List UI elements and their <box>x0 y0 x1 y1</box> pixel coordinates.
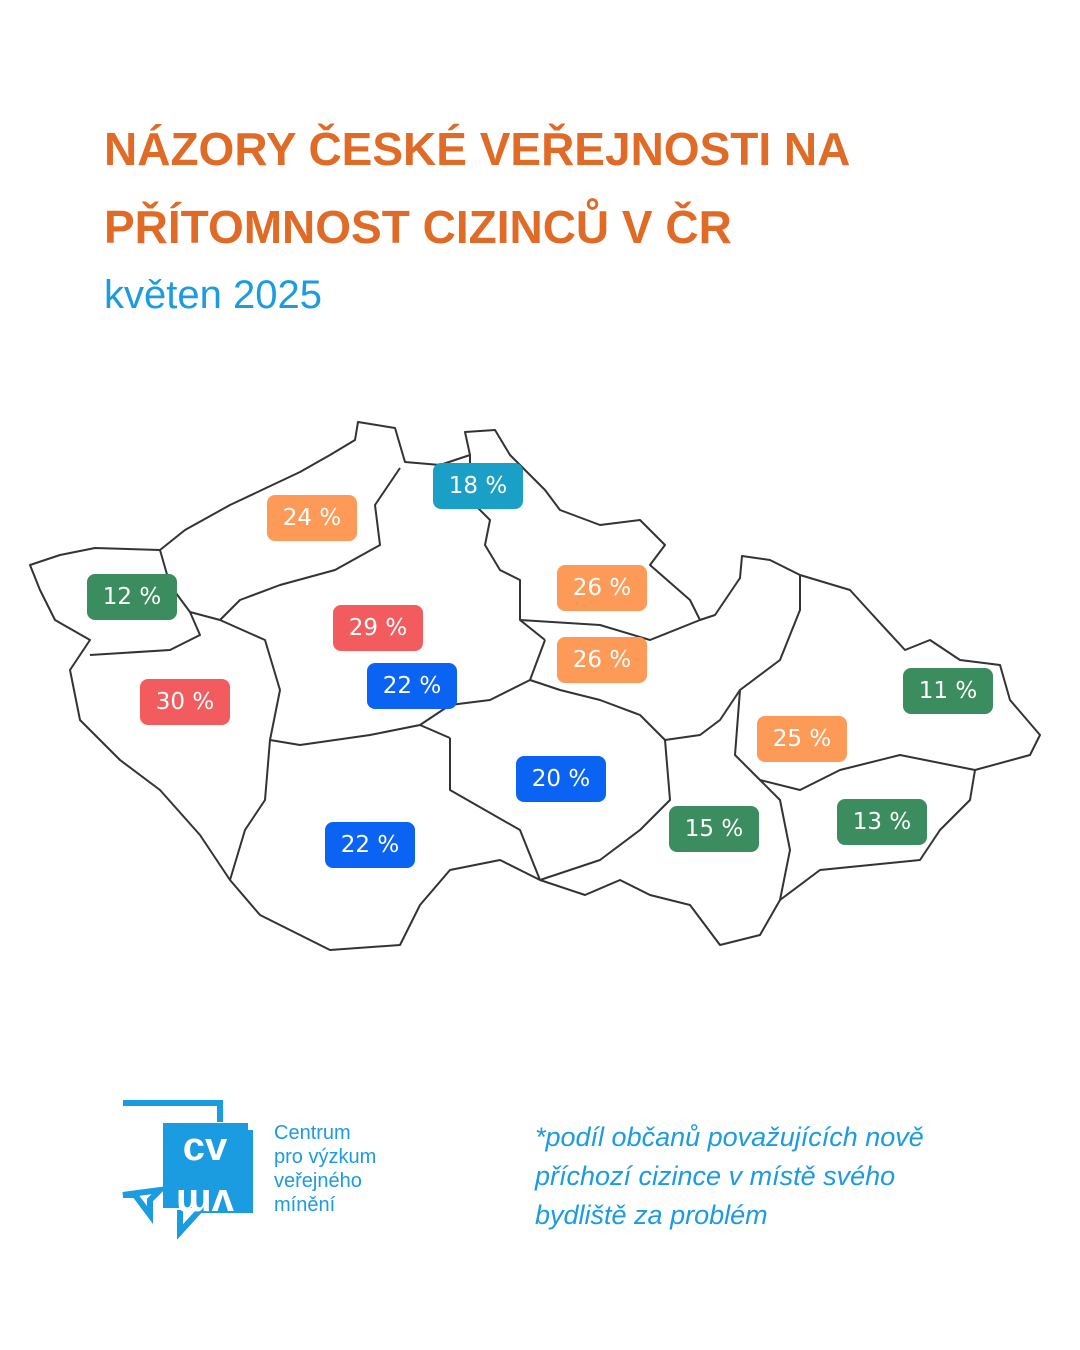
region-badge <box>433 463 523 509</box>
subtitle: květen 2025 <box>104 273 322 317</box>
region-label: 13 % <box>853 809 911 835</box>
region-label: 30 % <box>156 689 214 715</box>
logo-mark: vm <box>176 1181 234 1225</box>
logo-name: mínění <box>274 1194 336 1216</box>
logo-name: veřejného <box>274 1170 362 1192</box>
footnote: příchozí cizince v místě svého <box>534 1161 895 1191</box>
region-borders <box>89 455 976 901</box>
logo-name: Centrum <box>274 1122 351 1144</box>
region-badge <box>903 668 993 714</box>
country-outline <box>29 421 1041 951</box>
region-badge <box>516 756 606 802</box>
region-badge <box>557 637 647 683</box>
region-badge <box>325 822 415 868</box>
region-badge <box>87 574 177 620</box>
region-badge <box>333 605 423 651</box>
region-badge <box>757 716 847 762</box>
region-label: 11 % <box>919 678 977 704</box>
logo: cv vm Centrum pro výzkum veřejného míněn… <box>122 1100 376 1240</box>
map <box>29 421 1041 951</box>
title-line: PŘÍTOMNOST CIZINCŮ V ČR <box>104 198 732 253</box>
region-label: 29 % <box>349 615 407 641</box>
region-label: 18 % <box>449 473 507 499</box>
footnote: bydliště za problém <box>535 1200 768 1230</box>
region-label: 24 % <box>283 505 341 531</box>
logo-bubble <box>177 1130 253 1240</box>
logo-bubble <box>122 1100 223 1224</box>
region-label: 15 % <box>685 816 743 842</box>
region-badge <box>669 806 759 852</box>
region-label: 22 % <box>341 832 399 858</box>
region-label: 26 % <box>573 575 631 601</box>
region-badge <box>267 495 357 541</box>
logo-mark: cv <box>183 1125 228 1169</box>
region-label: 12 % <box>103 584 161 610</box>
logo-name: pro výzkum <box>274 1146 376 1168</box>
region-badge <box>557 565 647 611</box>
region-badge <box>140 679 230 725</box>
region-badge <box>837 799 927 845</box>
logo-square <box>163 1123 248 1208</box>
region-label: 20 % <box>532 766 590 792</box>
footnote: *podíl občanů považujících nově <box>535 1122 924 1152</box>
region-label: 26 % <box>573 647 631 673</box>
region-label: 22 % <box>383 673 441 699</box>
region-label: 25 % <box>773 726 831 752</box>
region-badge <box>367 663 457 709</box>
title-line: NÁZORY ČESKÉ VEŘEJNOSTI NA <box>104 123 850 175</box>
